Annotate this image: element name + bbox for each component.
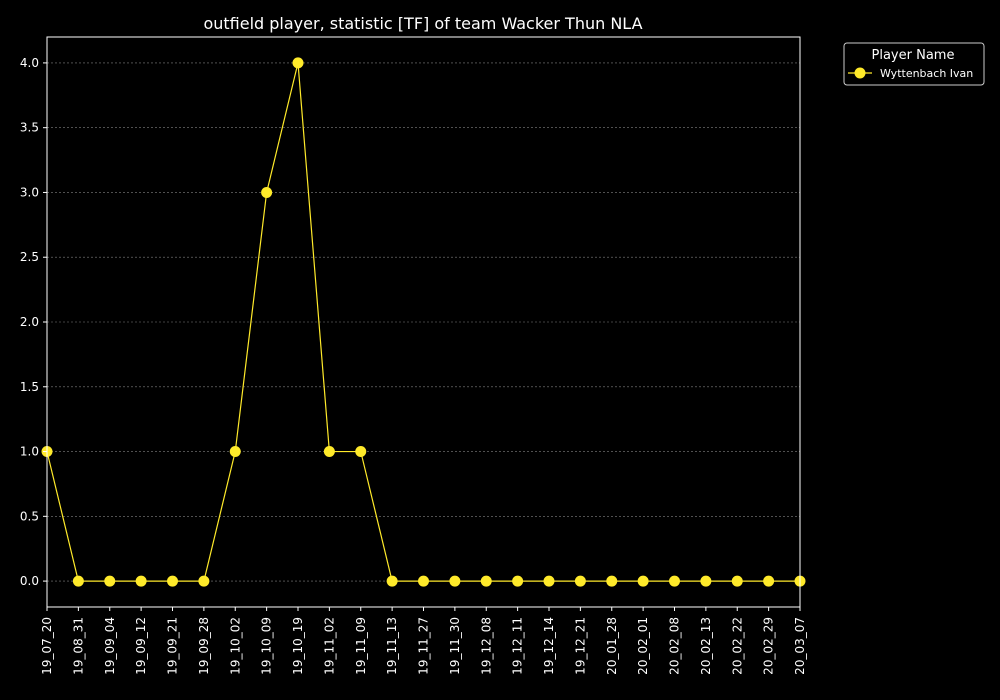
y-tick-label: 4.0 (20, 56, 39, 70)
data-point (135, 575, 147, 587)
y-tick-label: 2.5 (20, 250, 39, 264)
data-point (574, 575, 586, 587)
y-tick-label: 0.5 (20, 509, 39, 523)
x-tick-label: 20_02_08 (668, 617, 682, 675)
y-axis: 0.0 0.5 1.0 1.5 2.0 2.5 3.0 3.5 4.0 (20, 56, 47, 588)
y-tick-label: 1.0 (20, 445, 39, 459)
data-point (261, 186, 273, 198)
data-point (323, 446, 335, 458)
data-point (418, 575, 429, 587)
data-point (480, 575, 492, 587)
x-tick-label: 19_11_09 (354, 617, 368, 675)
x-tick-label: 20_02_01 (636, 617, 650, 675)
y-tick-label: 3.0 (20, 185, 39, 199)
legend-series-marker (854, 67, 866, 79)
x-tick-label: 20_02_29 (762, 617, 776, 675)
data-point (355, 446, 367, 458)
data-point (167, 575, 178, 587)
data-point (512, 575, 524, 587)
data-point (386, 575, 398, 587)
data-point (229, 446, 241, 458)
data-point (731, 575, 743, 587)
y-tick-label: 3.5 (20, 121, 39, 135)
x-tick-label: 19_12_21 (573, 617, 587, 675)
data-point (669, 575, 680, 587)
grid-lines (47, 62, 800, 582)
x-tick-label: 20_03_07 (793, 617, 807, 675)
x-tick-label: 19_10_09 (260, 617, 274, 675)
data-point (700, 575, 712, 587)
x-tick-label: 19_09_28 (197, 617, 211, 675)
x-tick-label: 19_12_08 (479, 617, 493, 675)
data-point (637, 575, 649, 587)
y-tick-label: 1.5 (20, 380, 39, 394)
legend-title: Player Name (872, 48, 955, 63)
x-tick-label: 19_11_27 (417, 617, 431, 675)
x-tick-label: 19_07_20 (40, 617, 54, 675)
data-point (606, 575, 618, 587)
data-point (543, 575, 555, 587)
x-tick-label: 19_09_21 (166, 617, 180, 675)
data-point (763, 575, 775, 587)
x-tick-label: 19_10_02 (228, 617, 242, 675)
x-axis: 19_07_20 19_08_31 19_09_04 19_09_12 19_09_21… (40, 607, 807, 675)
y-tick-label: 2.0 (20, 315, 39, 329)
x-tick-label: 19_10_19 (291, 617, 305, 675)
data-point (198, 575, 210, 587)
y-tick-label: 0.0 (20, 574, 39, 588)
legend-entry-label: Wyttenbach Ivan (880, 67, 973, 80)
chart-title: outfield player, statistic [TF] of team … (203, 14, 642, 33)
x-tick-label: 19_09_04 (103, 617, 117, 675)
series-layer (41, 57, 806, 587)
x-tick-label: 20_01_28 (605, 617, 619, 675)
x-tick-label: 20_02_22 (730, 617, 744, 675)
x-tick-label: 19_12_11 (511, 617, 525, 675)
legend: Player Name Wyttenbach Ivan (843, 42, 985, 86)
x-tick-label: 20_02_13 (699, 617, 713, 675)
data-point (449, 575, 461, 587)
x-tick-label: 19_11_02 (322, 617, 336, 675)
x-tick-label: 19_09_12 (134, 617, 148, 675)
legend-box (843, 42, 985, 86)
data-point (292, 57, 304, 69)
data-point (72, 575, 84, 587)
x-tick-label: 19_08_31 (71, 617, 85, 675)
data-point (104, 575, 116, 587)
x-tick-label: 19_11_13 (385, 617, 399, 675)
x-tick-label: 19_11_30 (448, 617, 462, 675)
x-tick-label: 19_12_14 (542, 617, 556, 675)
